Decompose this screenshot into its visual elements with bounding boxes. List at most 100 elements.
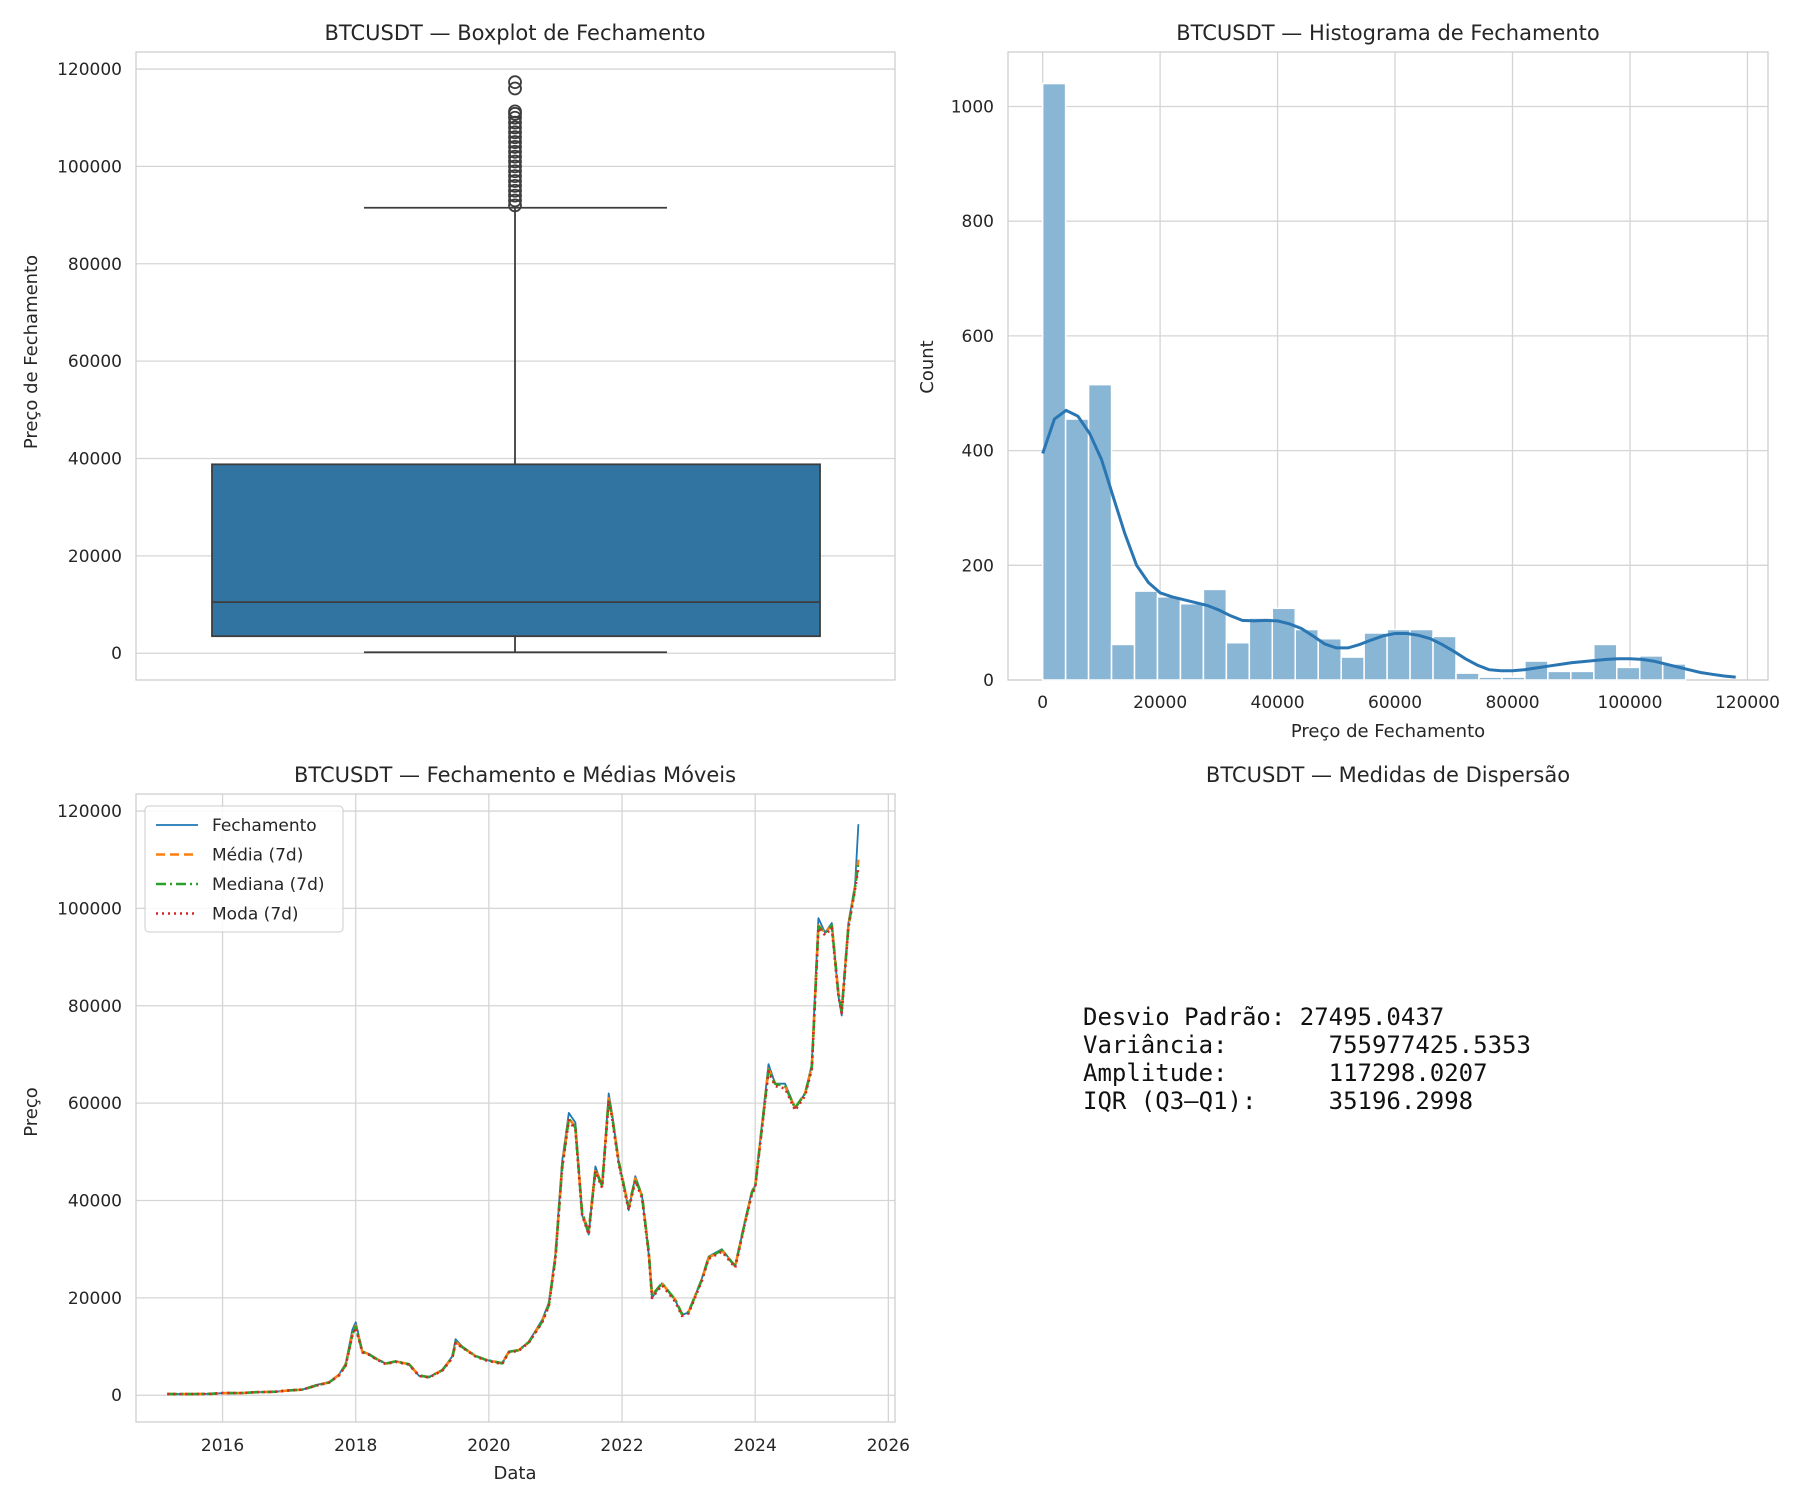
boxplot-ytick-label: 120000 [57, 60, 122, 80]
boxplot-panel: BTCUSDT — Boxplot de Fechamento Preço de… [21, 21, 896, 681]
boxplot-ytick-label: 20000 [68, 547, 122, 567]
histogram-bar [1455, 672, 1480, 681]
boxplot-outlier [508, 169, 522, 184]
line-panel: BTCUSDT — Fechamento e Médias Móveis Pre… [21, 763, 910, 1484]
histogram-xlabel: Preço de Fechamento [1291, 721, 1485, 742]
dispersion-iqr: IQR (Q3–Q1): 35196.2998 [1083, 1087, 1473, 1115]
histogram-xtick-label: 60000 [1368, 693, 1422, 713]
line-xtick-label: 2018 [334, 1436, 377, 1456]
boxplot-outlier [508, 174, 522, 188]
histogram-xtick-label: 0 [1037, 693, 1048, 713]
boxplot-outlier [508, 125, 522, 140]
histogram-bar [1386, 628, 1411, 681]
histogram-bar [1202, 588, 1228, 681]
histogram-ytick-label: 0 [983, 671, 994, 691]
boxplot-title: BTCUSDT — Boxplot de Fechamento [325, 21, 706, 45]
histogram-bar [1432, 635, 1457, 681]
boxplot-outlier [508, 135, 522, 149]
histogram-ytick-label: 400 [962, 442, 994, 462]
boxplot-outlier [508, 140, 522, 154]
boxplot-outlier [508, 178, 522, 193]
histogram-ytick-label: 1000 [951, 97, 994, 117]
boxplot-box [211, 463, 821, 638]
line-xtick-label: 2022 [600, 1436, 643, 1456]
boxplot-outlier [508, 75, 522, 90]
line-xtick-label: 2016 [201, 1436, 244, 1456]
histogram-panel: BTCUSDT — Histograma de Fechamento Count… [917, 21, 1780, 742]
histogram-bar [1547, 670, 1572, 681]
boxplot-outlier [508, 193, 522, 208]
boxplot-ytick-label: 100000 [57, 157, 122, 177]
line-xtick-label: 2020 [467, 1436, 510, 1456]
histogram-xtick-label: 80000 [1485, 693, 1539, 713]
line-ytick-label: 120000 [57, 802, 122, 822]
histogram-xtick-label: 120000 [1715, 693, 1780, 713]
boxplot-outlier [508, 144, 522, 159]
boxplot-outlier [508, 159, 522, 174]
boxplot-outlier [508, 149, 522, 164]
line-legend-box [144, 805, 344, 933]
line-legend-label-1: Média (7d) [212, 846, 303, 866]
line-ylabel: Preço [21, 1087, 42, 1137]
line-ytick-label: 20000 [68, 1289, 122, 1309]
line-legend: Fechamento Média (7d) Mediana (7d) Moda (7d… [144, 805, 344, 933]
dispersion-std: Desvio Padrão: 27495.0437 [1083, 1003, 1444, 1031]
boxplot-outlier [508, 188, 522, 203]
line-legend-label-3: Moda (7d) [212, 905, 299, 925]
line-ytick-label: 60000 [68, 1094, 122, 1114]
boxplot-ylabel: Preço de Fechamento [21, 255, 42, 449]
histogram-kde-line [1041, 408, 1736, 679]
histogram-ytick-label: 800 [962, 212, 994, 232]
histogram-bar [1110, 643, 1136, 681]
histogram-bar [1248, 617, 1274, 681]
histogram-bar [1156, 596, 1182, 681]
line-series-3 [167, 866, 860, 1396]
dispersion-range: Amplitude: 117298.0207 [1083, 1059, 1488, 1087]
line-xtick-label: 2024 [734, 1436, 777, 1456]
histogram-bar [1087, 383, 1113, 681]
histogram-bar [1064, 418, 1090, 681]
histogram-ylabel: Count [917, 340, 938, 393]
boxplot-outlier [508, 198, 522, 213]
boxplot-ytick-label: 80000 [68, 255, 122, 275]
boxplot-outlier [508, 183, 522, 198]
boxplot-outlier [508, 81, 522, 96]
line-xtick-label: 2026 [867, 1436, 910, 1456]
histogram-bar [1593, 643, 1618, 681]
histogram-xtick-label: 40000 [1251, 693, 1305, 713]
histogram-bar [1041, 82, 1067, 681]
boxplot-ytick-label: 0 [111, 644, 122, 664]
histogram-bar [1501, 676, 1526, 681]
histogram-bar [1570, 670, 1595, 681]
boxplot-ytick-label: 60000 [68, 352, 122, 372]
boxplot-ytick-label: 40000 [68, 449, 122, 469]
boxplot-frame [135, 51, 896, 681]
histogram-title: BTCUSDT — Histograma de Fechamento [1176, 21, 1599, 45]
histogram-bar [1340, 656, 1365, 681]
line-series-2 [167, 862, 860, 1396]
boxplot-outlier [508, 120, 522, 135]
dispersion-variance: Variância: 755977425.5353 [1083, 1031, 1531, 1059]
histogram-bar [1225, 641, 1251, 681]
histogram-bar [1271, 607, 1297, 681]
boxplot-outlier [508, 104, 522, 119]
histogram-xtick-label: 20000 [1133, 693, 1187, 713]
boxplot-outlier [508, 154, 522, 169]
histogram-bar [1179, 602, 1205, 681]
boxplot-outlier [508, 130, 522, 145]
dispersion-title: BTCUSDT — Medidas de Dispersão [1206, 763, 1570, 787]
boxplot-outlier [508, 164, 522, 179]
histogram-bar [1478, 676, 1503, 681]
histogram-bar [1133, 590, 1159, 681]
histogram-frame [1007, 51, 1769, 681]
histogram-ytick-label: 600 [962, 327, 994, 347]
line-ytick-label: 80000 [68, 997, 122, 1017]
histogram-ytick-label: 200 [962, 556, 994, 576]
line-ytick-label: 0 [111, 1386, 122, 1406]
line-ytick-label: 40000 [68, 1191, 122, 1211]
line-xlabel: Data [494, 1463, 537, 1484]
dispersion-panel: BTCUSDT — Medidas de Dispersão Desvio Pa… [1083, 763, 1570, 1115]
line-frame [135, 793, 896, 1423]
